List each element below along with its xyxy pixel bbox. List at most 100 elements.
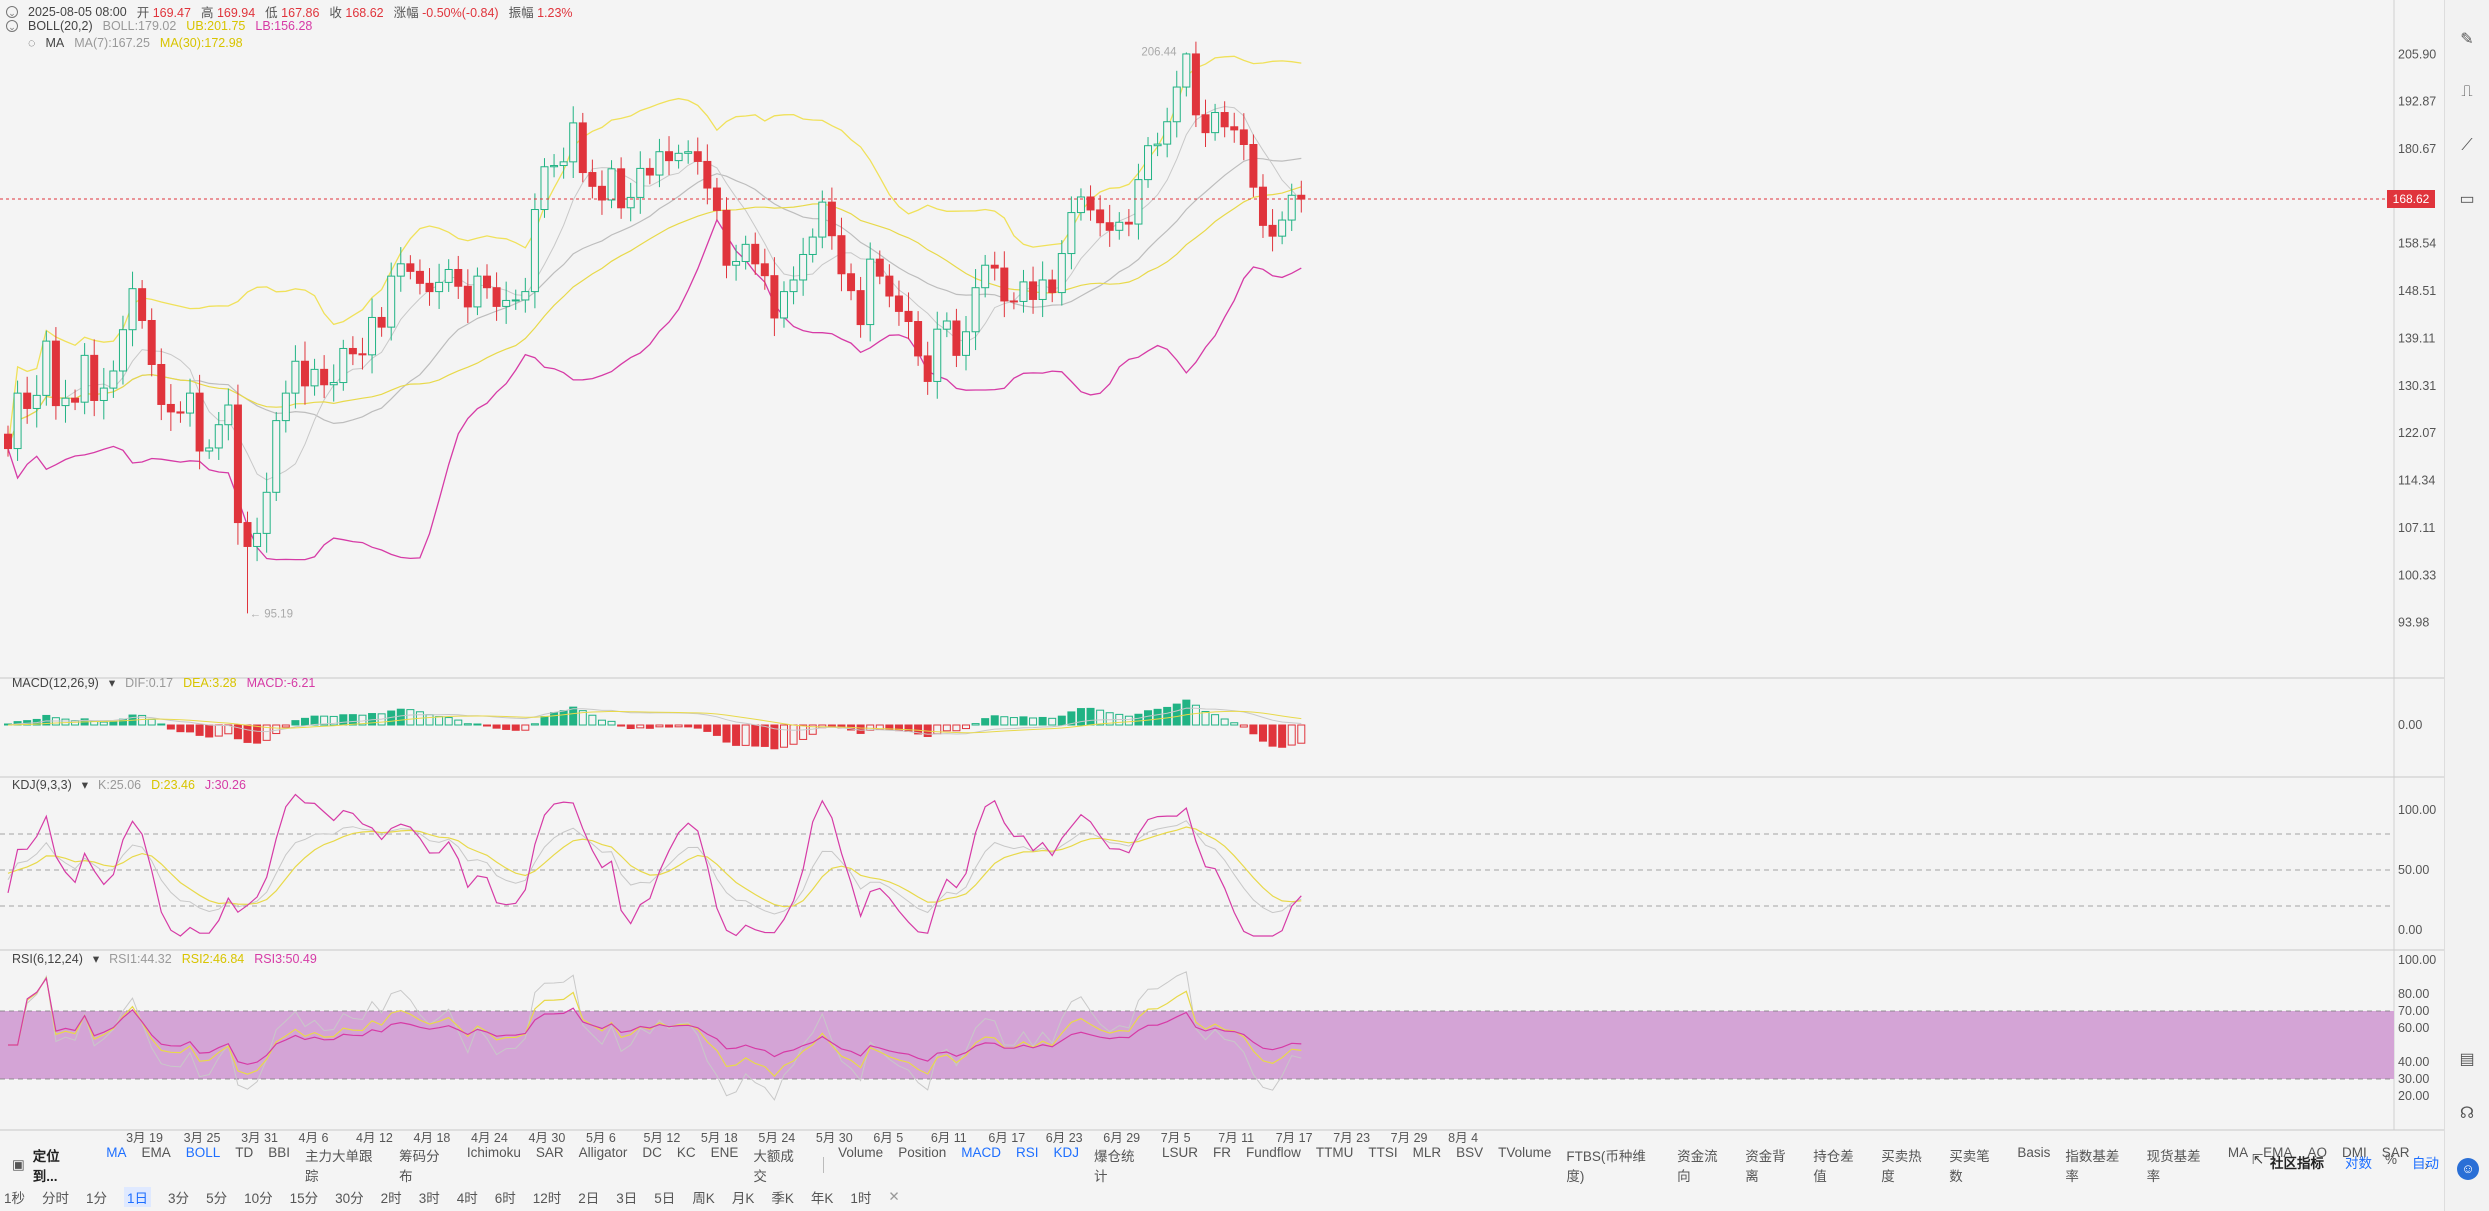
collapse-icon[interactable]: ⌄ [6,20,18,32]
dropdown-icon[interactable]: ▾ [108,676,116,690]
draw-icon[interactable]: ✎ [2460,31,2474,48]
sub-indicator-17[interactable]: 持仓差值 [1813,1149,1854,1184]
timeframe-6[interactable]: 10分 [244,1191,273,1206]
timeframe-19[interactable]: 季K [771,1191,794,1206]
sub-indicator-22[interactable]: 现货基差率 [2146,1149,2201,1184]
eye-icon[interactable]: ◌ [28,36,36,50]
sub-indicator-10[interactable]: TTSI [1368,1145,1398,1160]
timeframe-10[interactable]: 3时 [418,1191,440,1206]
sub-indicator-6[interactable]: LSUR [1162,1145,1199,1160]
sub-indicator-21[interactable]: 指数基差率 [2065,1149,2120,1184]
sub-indicator-1[interactable]: Position [898,1145,947,1160]
main-indicator-6[interactable]: 筹码分布 [399,1149,440,1184]
sub-indicator-8[interactable]: Fundflow [1246,1145,1301,1160]
timeframe-12[interactable]: 6时 [494,1191,516,1206]
sub-indicator-18[interactable]: 买卖热度 [1881,1149,1922,1184]
chart-canvas[interactable]: 205.90 192.87 180.67 158.54 148.51 139.11 130.… [0,0,2444,1150]
timeframe-15[interactable]: 3日 [616,1191,638,1206]
chart-icon[interactable]: ⎍ [2461,83,2473,100]
timeframe-18[interactable]: 月K [731,1191,755,1206]
x-tick-label: 8月 4 [1448,1131,1478,1145]
timeframe-1[interactable]: 分时 [42,1191,70,1206]
screenshot-icon[interactable]: ▭ [2459,191,2475,208]
main-indicator-11[interactable]: KC [676,1145,696,1160]
main-indicator-4[interactable]: BBI [268,1145,291,1160]
sub-indicator-16[interactable]: 资金背离 [1745,1149,1786,1184]
layout-icon[interactable]: ▤ [2459,1051,2475,1068]
main-indicator-3[interactable]: TD [235,1145,254,1160]
ma-legend-name[interactable]: MA [45,36,65,50]
main-indicator-12[interactable]: ENE [710,1145,739,1160]
community-indicator-button[interactable]: 社区指标 [2270,1156,2324,1171]
timeframe-5[interactable]: 5分 [206,1191,228,1206]
timeframe-16[interactable]: 5日 [654,1191,676,1206]
kdj-legend-name[interactable]: KDJ(9,3,3) [12,777,72,792]
open-label: 开 [136,6,150,20]
timeframe-8[interactable]: 30分 [335,1191,364,1206]
macd-bar [770,724,779,750]
max-price-label: 206.44 [1141,46,1177,58]
close-icon[interactable]: ✕ [888,1189,900,1204]
boll-legend-name[interactable]: BOLL(20,2) [28,19,93,33]
main-indicator-13[interactable]: 大额成交 [753,1149,794,1184]
timeframe-21[interactable]: 1时 [850,1191,872,1206]
sub-indicator-23[interactable]: MA [2227,1145,2249,1160]
main-indicator-1[interactable]: EMA [141,1145,171,1160]
sub-indicator-14[interactable]: FTBS(币种维度) [1566,1149,1646,1184]
collapse-icon[interactable]: ⌄ [6,5,18,18]
avatar-icon[interactable]: ☺ [2457,1158,2479,1180]
sub-indicator-25[interactable]: AO [2307,1145,2327,1160]
sub-indicator-9[interactable]: TTMU [1315,1145,1354,1160]
rsi-legend-name[interactable]: RSI(6,12,24) [12,951,83,966]
sub-indicator-3[interactable]: RSI [1015,1145,1039,1160]
sub-indicator-7[interactable]: FR [1213,1145,1232,1160]
timeframe-2[interactable]: 1分 [86,1191,108,1206]
main-indicator-0[interactable]: MA [106,1145,127,1160]
main-indicator-5[interactable]: 主力大单跟踪 [305,1149,373,1184]
timeframe-0[interactable]: 1秒 [4,1191,26,1206]
sub-indicator-4[interactable]: KDJ [1053,1145,1079,1160]
timeframe-7[interactable]: 15分 [289,1191,319,1206]
log-scale-button[interactable]: 对数 [2345,1156,2372,1171]
dropdown-icon[interactable]: ▾ [92,952,100,966]
timeframe-20[interactable]: 年K [810,1191,834,1206]
candle-body [808,236,817,255]
macd-bar [320,715,329,726]
sub-indicator-5[interactable]: 爆仓统计 [1094,1149,1135,1184]
locate-icon[interactable]: ▣ [12,1157,25,1172]
sub-indicator-2[interactable]: MACD [961,1145,1001,1160]
timeframe-17[interactable]: 周K [692,1191,715,1206]
sub-indicator-20[interactable]: Basis [2017,1145,2051,1160]
timeframe-11[interactable]: 4时 [456,1191,478,1206]
main-indicator-7[interactable]: Ichimoku [466,1145,521,1160]
sub-indicator-15[interactable]: 资金流向 [1677,1149,1718,1184]
sub-indicator-11[interactable]: MLR [1412,1145,1442,1160]
edit-icon[interactable]: ⇱ [2252,1152,2264,1167]
dropdown-icon[interactable]: ▾ [81,778,89,792]
headset-icon[interactable]: ☊ [2459,1105,2475,1122]
macd-legend-name[interactable]: MACD(12,26,9) [12,675,99,690]
sub-indicator-13[interactable]: TVolume [1498,1145,1552,1160]
sub-indicator-27[interactable]: SAR [2381,1145,2410,1160]
timeframe-4[interactable]: 3分 [168,1191,190,1206]
main-indicator-8[interactable]: SAR [535,1145,564,1160]
timeframe-14[interactable]: 2日 [578,1191,600,1206]
main-indicator-9[interactable]: Alligator [578,1145,628,1160]
timeframe-3[interactable]: 1日 [124,1187,152,1207]
locate-button[interactable]: 定位到... [32,1149,60,1184]
macd-bar [617,724,626,727]
sub-indicator-19[interactable]: 买卖笔数 [1949,1149,1990,1184]
timeframe-13[interactable]: 12时 [532,1191,562,1206]
main-indicator-10[interactable]: DC [642,1145,662,1160]
sub-indicator-12[interactable]: BSV [1456,1145,1484,1160]
x-tick-label: 7月 23 [1333,1131,1370,1145]
percent-scale-button[interactable]: % [2385,1152,2398,1167]
line-icon[interactable]: ⟋ [2461,137,2473,154]
main-indicator-2[interactable]: BOLL [185,1145,221,1160]
timeframe-9[interactable]: 2时 [380,1191,402,1206]
sub-indicator-24[interactable]: EMA [2263,1145,2293,1160]
sub-indicator-0[interactable]: Volume [838,1145,884,1160]
sub-indicator-26[interactable]: DMI [2341,1145,2367,1160]
chevron-right-icon[interactable]: › [2424,1157,2430,1173]
auto-scale-button[interactable]: 自动 [2412,1156,2439,1171]
